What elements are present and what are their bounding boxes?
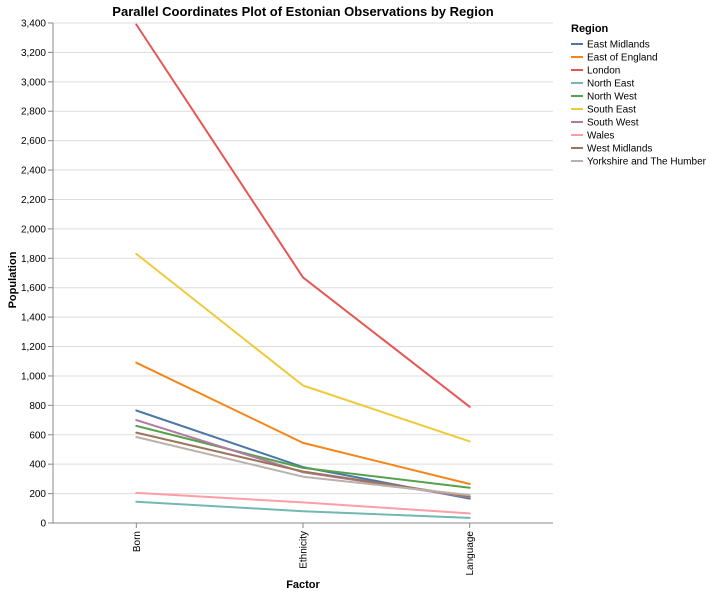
legend-label: North West	[587, 92, 637, 103]
y-tick-label: 400	[29, 460, 46, 471]
y-tick-label: 2,400	[21, 166, 46, 177]
x-tick-label: Language	[465, 531, 476, 576]
legend-label: South East	[587, 105, 636, 116]
y-tick-label: 1,800	[21, 254, 46, 265]
y-tick-label: 200	[29, 489, 46, 500]
y-tick-label: 0	[40, 519, 46, 530]
series-line-wales	[135, 491, 471, 515]
series-line-north-east	[135, 500, 471, 519]
legend-label: Wales	[587, 131, 614, 142]
x-axis: Born Ethnicity Language	[53, 522, 553, 576]
y-tick-label: 2,200	[21, 195, 46, 206]
legend-label: West Midlands	[587, 144, 652, 155]
y-tick-label: 1,400	[21, 313, 46, 324]
legend: Region East Midlands East of England Londo…	[571, 23, 707, 168]
legend-title: Region	[571, 23, 609, 35]
series-line-south-west	[135, 419, 471, 499]
legend-label: North East	[587, 79, 634, 90]
y-tick-label: 3,000	[21, 77, 46, 88]
legend-label: London	[587, 66, 620, 77]
legend-label: South West	[587, 118, 639, 129]
legend-label: Yorkshire and The Humber	[587, 157, 707, 168]
y-tick-label: 3,200	[21, 48, 46, 59]
y-tick-label: 2,000	[21, 224, 46, 235]
y-tick-label: 1,200	[21, 342, 46, 353]
y-tick-label: 3,400	[21, 19, 46, 30]
y-tick-label: 2,800	[21, 107, 46, 118]
series-line-north-west	[135, 424, 471, 489]
series-line-yorkshire-and-the-humber	[135, 436, 471, 497]
y-tick-label: 800	[29, 401, 46, 412]
y-axis: 0 200 400 600 800 1,000 1,200 1,400 1,600 1,800 2,…	[21, 19, 54, 530]
series-line-east-of-england	[135, 361, 471, 485]
y-axis-title: Population	[7, 251, 19, 308]
y-tick-label: 1,600	[21, 283, 46, 294]
legend-label: East Midlands	[587, 40, 650, 51]
y-tick-label: 2,600	[21, 136, 46, 147]
legend-label: East of England	[587, 53, 658, 64]
y-tick-label: 1,000	[21, 371, 46, 382]
x-axis-title: Factor	[286, 579, 320, 591]
gridlines	[53, 22, 553, 524]
series-line-london	[135, 23, 471, 408]
y-tick-label: 600	[29, 430, 46, 441]
series-line-south-east	[135, 252, 471, 443]
series-lines	[135, 23, 471, 519]
x-tick-label: Born	[132, 531, 143, 552]
x-tick-label: Ethnicity	[299, 531, 310, 569]
chart-title: Parallel Coordinates Plot of Estonian Ob…	[112, 4, 493, 19]
